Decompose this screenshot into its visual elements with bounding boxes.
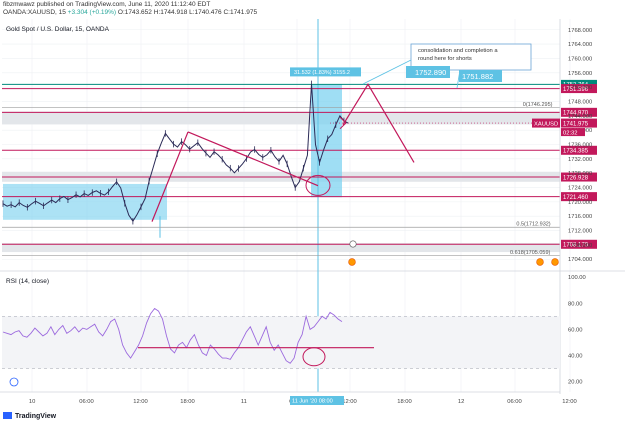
y-tick-label: 1728.000 bbox=[568, 171, 592, 177]
level-tag-label: 1721.460 bbox=[563, 195, 589, 201]
price-tag bbox=[561, 118, 597, 128]
x-tick-label: 12:00 bbox=[133, 399, 148, 405]
x-tick-label: 06:00 bbox=[507, 399, 522, 405]
publish-info: fibzmwawz published on TradingView.com, … bbox=[3, 1, 211, 8]
chart-header: fibzmwawz published on TradingView.com, … bbox=[0, 0, 625, 18]
rsi-line bbox=[2, 307, 343, 364]
level-tag-label: 1734.385 bbox=[563, 149, 589, 155]
fib-label: 0(1746.295) bbox=[523, 102, 553, 108]
y-tick-label: 1716.000 bbox=[568, 214, 592, 220]
range-box bbox=[3, 183, 167, 220]
y-tick-label: 1756.000 bbox=[568, 71, 592, 77]
y-tick-label: 1704.000 bbox=[568, 257, 592, 263]
symbol-tag bbox=[532, 118, 560, 128]
rsi-y-tick-label: 20.00 bbox=[568, 380, 583, 386]
event-marker-icon[interactable] bbox=[536, 258, 544, 266]
highlight-ellipse bbox=[305, 174, 331, 196]
note-text-1: consolidation and completion a bbox=[418, 48, 498, 54]
y-tick-label: 1736.000 bbox=[568, 143, 592, 149]
projection-path bbox=[342, 83, 415, 163]
label-b: 1751.882 bbox=[462, 72, 493, 81]
level-tag bbox=[561, 192, 597, 202]
rsi-band bbox=[2, 316, 560, 369]
label-a: 1752.890 bbox=[415, 68, 446, 77]
rsi-ellipse bbox=[302, 347, 326, 367]
label-b-box bbox=[459, 70, 502, 82]
symbol-quote: OANDA:XAUUSD, 15 +3.304 (+0.19%) O:1743.… bbox=[3, 9, 257, 16]
y-tick-label: 1712.000 bbox=[568, 229, 592, 235]
trend-line-down bbox=[187, 131, 319, 187]
label-a-box bbox=[406, 66, 450, 78]
symbol-label: OANDA:XAUUSD, 15 bbox=[3, 9, 66, 16]
y-tick-label: 1708.000 bbox=[568, 243, 592, 249]
level-tag bbox=[561, 145, 597, 155]
level-tag bbox=[561, 107, 597, 117]
symbol-tag-label: XAUUSD bbox=[534, 121, 558, 127]
chart-title: Gold Spot / U.S. Dollar, 15, OANDA bbox=[6, 26, 110, 33]
y-tick-label: 1752.000 bbox=[568, 85, 592, 91]
level-tag-label: 1751.596 bbox=[563, 87, 589, 93]
x-highlight-box bbox=[290, 396, 344, 405]
y-tick-label: 1744.000 bbox=[568, 114, 592, 120]
y-tick-label: 1724.000 bbox=[568, 186, 592, 192]
level-tag-label: 1744.970 bbox=[563, 111, 589, 117]
price-tag-label: 1741.975 bbox=[563, 121, 589, 127]
x-tick-label: 06:00 bbox=[79, 399, 94, 405]
resistance-zone bbox=[2, 111, 560, 125]
y-tick-label: 1732.000 bbox=[568, 157, 592, 163]
fib-label: 0.5(1712.932) bbox=[516, 222, 550, 228]
y-tick-label: 1768.000 bbox=[568, 28, 592, 34]
y-tick-label: 1720.000 bbox=[568, 200, 592, 206]
y-tick-label: 1764.000 bbox=[568, 42, 592, 48]
x-tick-label: 18:00 bbox=[180, 399, 195, 405]
event-marker-icon[interactable] bbox=[551, 258, 559, 266]
layout-icon[interactable] bbox=[9, 377, 19, 387]
note-text-2: round here for shorts bbox=[418, 56, 472, 62]
countdown-tag bbox=[561, 128, 585, 137]
change-text: +3.304 (+0.19%) bbox=[67, 9, 117, 16]
level-tag-label: 1708.170 bbox=[563, 243, 589, 249]
measure-label-box bbox=[290, 67, 361, 77]
rsi-y-tick-label: 80.00 bbox=[568, 301, 583, 307]
rsi-y-tick-label: 40.00 bbox=[568, 353, 583, 359]
x-tick-label: 12 bbox=[458, 399, 464, 405]
x-tick-label: 12:00 bbox=[342, 399, 357, 405]
dividend-marker-icon[interactable] bbox=[349, 240, 357, 248]
level-tag-label: 1726.928 bbox=[563, 175, 589, 181]
x-tick-label: 12:00 bbox=[562, 399, 577, 405]
ohlc-values: O:1743.652 H:1744.918 L:1740.476 C:1741.… bbox=[117, 9, 258, 16]
trend-line-up bbox=[151, 131, 189, 222]
fib-label: 0.618(1705.059) bbox=[510, 250, 551, 256]
event-marker-icon[interactable] bbox=[348, 258, 356, 266]
level-tag bbox=[561, 172, 597, 182]
logo-text: TradingView bbox=[15, 413, 57, 420]
x-tick-label: 10 bbox=[29, 399, 35, 405]
tradingview-logo: TradingView bbox=[3, 412, 56, 420]
lower-zone bbox=[2, 243, 560, 253]
x-highlight-label: 11 Jun '20 08:00 bbox=[292, 399, 333, 405]
countdown-label: 02:32 bbox=[563, 130, 578, 136]
note-connector-a bbox=[362, 59, 412, 85]
rsi-y-tick-label: 100.00 bbox=[568, 275, 586, 281]
y-tick-label: 1748.000 bbox=[568, 99, 592, 105]
level-tag bbox=[561, 239, 597, 249]
x-tick-label: 11 bbox=[241, 399, 247, 405]
rsi-title: RSI (14, close) bbox=[6, 278, 49, 285]
level-tag bbox=[561, 84, 597, 94]
measure-label: 31.532 (1.83%) 3155.2 bbox=[294, 70, 350, 76]
footer: TradingView bbox=[0, 410, 625, 425]
x-tick-label: 18:00 bbox=[397, 399, 412, 405]
y-tick-label: 1760.000 bbox=[568, 56, 592, 62]
tradingview-logo-icon bbox=[3, 412, 12, 419]
rsi-y-tick-label: 60.00 bbox=[568, 327, 583, 333]
